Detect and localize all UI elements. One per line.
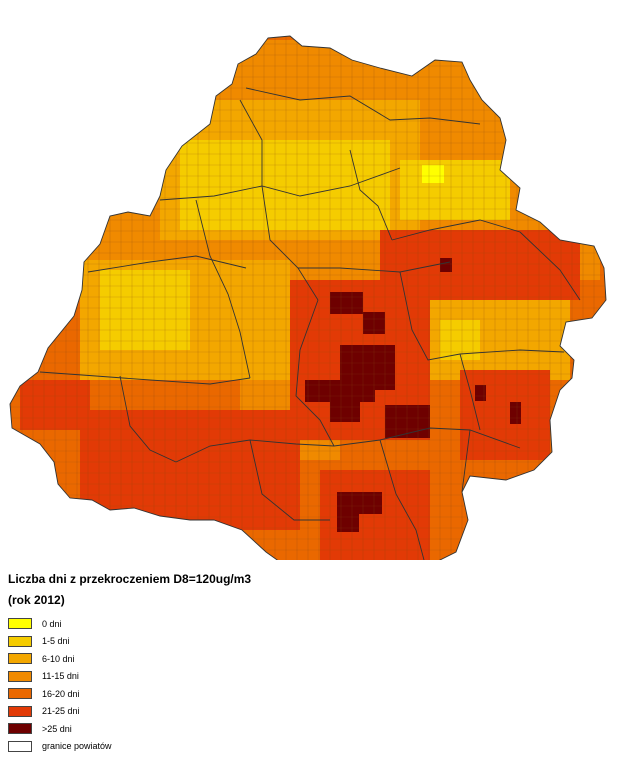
legend-swatch — [8, 670, 32, 682]
district-boundaries — [9, 35, 607, 560]
legend-label: 11-15 dni — [42, 671, 79, 682]
grid-cells — [10, 36, 606, 560]
legend: Liczba dni z przekroczeniem D8=120ug/m3 … — [8, 572, 308, 755]
zone-southeast-red — [460, 370, 550, 460]
legend-label: 21-25 dni — [42, 706, 80, 717]
legend-item-0-days: 0 dni — [8, 615, 308, 633]
legend-label: 0 dni — [42, 618, 62, 629]
legend-item-21-25-days: 21-25 dni — [8, 703, 308, 721]
zone-west-red — [20, 380, 90, 430]
zone-southwest-red — [80, 410, 300, 530]
zone-north-yellow — [180, 140, 390, 230]
legend-items: 0 dni 1-5 dni 6-10 dni 11-15 dni 16-20 d… — [8, 615, 308, 755]
legend-label: 1-5 dni — [42, 636, 70, 647]
legend-subtitle: (rok 2012) — [8, 593, 65, 607]
ozone-exceedance-map — [9, 35, 607, 560]
legend-swatch — [8, 635, 32, 647]
legend-label: 16-20 dni — [42, 688, 80, 699]
legend-label: 6-10 dni — [42, 653, 75, 664]
legend-item-1-5-days: 1-5 dni — [8, 633, 308, 651]
legend-title: Liczba dni z przekroczeniem D8=120ug/m3 — [8, 572, 252, 586]
zone-zero-days — [422, 165, 444, 183]
legend-item-11-15-days: 11-15 dni — [8, 668, 308, 686]
legend-label: >25 dni — [42, 723, 72, 734]
legend-swatch — [8, 705, 32, 717]
legend-item-6-10-days: 6-10 dni — [8, 650, 308, 668]
legend-item-over-25-days: >25 dni — [8, 720, 308, 738]
zone-south-red — [320, 470, 430, 560]
legend-label: granice powiatów — [42, 741, 112, 752]
legend-swatch — [8, 653, 32, 665]
legend-item-16-20-days: 16-20 dni — [8, 685, 308, 703]
legend-swatch — [8, 618, 32, 630]
legend-item-district-boundaries: granice powiatów — [8, 738, 308, 756]
legend-swatch — [8, 688, 32, 700]
max-exceedance-cells — [305, 258, 521, 532]
legend-swatch — [8, 723, 32, 735]
zone-west-yellow — [100, 270, 190, 350]
zone-northeast-yellow — [400, 160, 510, 220]
legend-swatch — [8, 740, 32, 752]
